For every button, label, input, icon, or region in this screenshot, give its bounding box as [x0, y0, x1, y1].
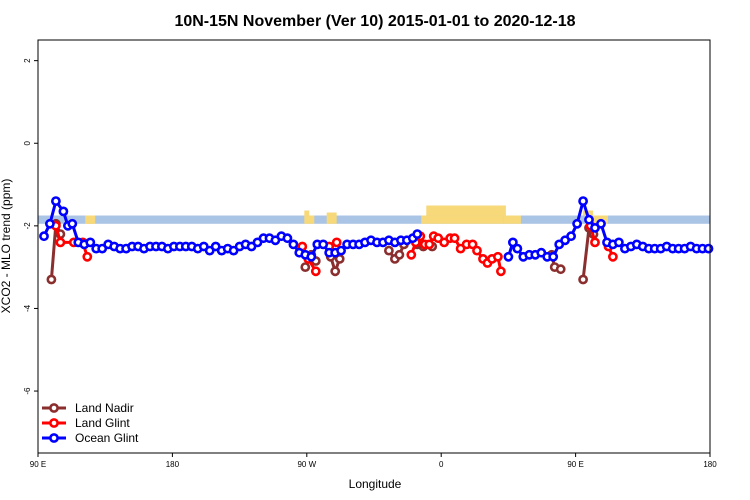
data-point	[310, 266, 321, 277]
data-point	[590, 237, 600, 248]
data-point	[282, 233, 293, 244]
land-bump	[326, 212, 337, 216]
x-tick-label: 180	[166, 460, 180, 469]
data-point	[330, 266, 341, 277]
y-tick-label: -4	[23, 304, 32, 312]
data-point	[334, 253, 345, 264]
legend-label: Land Nadir	[75, 401, 134, 415]
land-patch	[304, 215, 315, 224]
data-point	[45, 218, 55, 229]
data-point	[394, 249, 405, 260]
x-axis: 90 E 180 90 W 0 90 E 180	[30, 453, 717, 469]
data-point	[46, 274, 57, 285]
data-point	[51, 196, 61, 206]
x-tick-label: 90 E	[567, 460, 583, 469]
data-point	[512, 243, 523, 254]
data-point	[406, 249, 417, 260]
series-ocean-glint	[39, 196, 714, 262]
x-tick-label: 180	[703, 460, 717, 469]
data-point	[336, 245, 346, 256]
data-point	[578, 196, 588, 206]
legend-label: Land Glint	[75, 416, 130, 430]
data-point	[331, 237, 342, 248]
data-point	[555, 264, 566, 275]
y-axis-label: XCO2 - MLO trend (ppm)	[0, 179, 13, 314]
y-tick-label: 2	[23, 58, 32, 63]
y-tick-label: -2	[23, 222, 32, 230]
data-point	[67, 218, 78, 229]
y-tick-label: -6	[23, 387, 32, 395]
data-point	[548, 251, 559, 262]
x-tick-label: 90 W	[297, 460, 316, 469]
data-point	[596, 218, 606, 229]
land-patch	[503, 215, 521, 224]
data-point	[495, 266, 506, 277]
data-point	[503, 251, 514, 262]
data-point	[472, 245, 482, 256]
data-point	[572, 218, 582, 229]
land-bump	[304, 210, 310, 216]
data-point	[424, 239, 435, 250]
legend-marker	[49, 403, 59, 413]
x-tick-label: 90 E	[30, 460, 46, 469]
data-point	[578, 274, 588, 285]
legend-marker	[49, 433, 59, 443]
data-point	[492, 251, 503, 262]
land-patch	[421, 215, 504, 224]
data-point	[703, 243, 714, 254]
data-point	[85, 237, 96, 248]
land-patch	[87, 215, 96, 224]
chart-title: 10N-15N November (Ver 10) 2015-01-01 to …	[174, 13, 575, 30]
data-point	[608, 251, 618, 262]
data-point	[383, 245, 394, 256]
data-point	[449, 233, 460, 244]
x-axis-label: Longitude	[349, 477, 402, 491]
data-point	[306, 251, 317, 262]
ocean-band	[38, 215, 710, 224]
data-point	[318, 239, 329, 250]
data-point	[508, 237, 518, 248]
data-point	[566, 231, 576, 242]
legend-marker	[49, 418, 59, 428]
x-tick-label: 0	[439, 460, 444, 469]
data-point	[288, 239, 299, 250]
data-point	[82, 251, 93, 262]
data-point	[467, 239, 478, 250]
data-point	[300, 262, 311, 272]
y-axis: 2 0 -2 -4 -6	[23, 58, 38, 395]
y-tick-label: 0	[23, 140, 32, 145]
data-point	[58, 206, 69, 217]
land-bump	[426, 205, 506, 216]
data-point	[614, 237, 624, 248]
legend-label: Ocean Glint	[75, 431, 139, 445]
series-layer	[39, 196, 714, 285]
plot-frame	[37, 39, 711, 454]
land-patch	[326, 215, 337, 224]
data-point	[55, 237, 66, 248]
data-point	[39, 231, 49, 242]
data-point	[584, 214, 594, 225]
data-point	[412, 229, 423, 239]
